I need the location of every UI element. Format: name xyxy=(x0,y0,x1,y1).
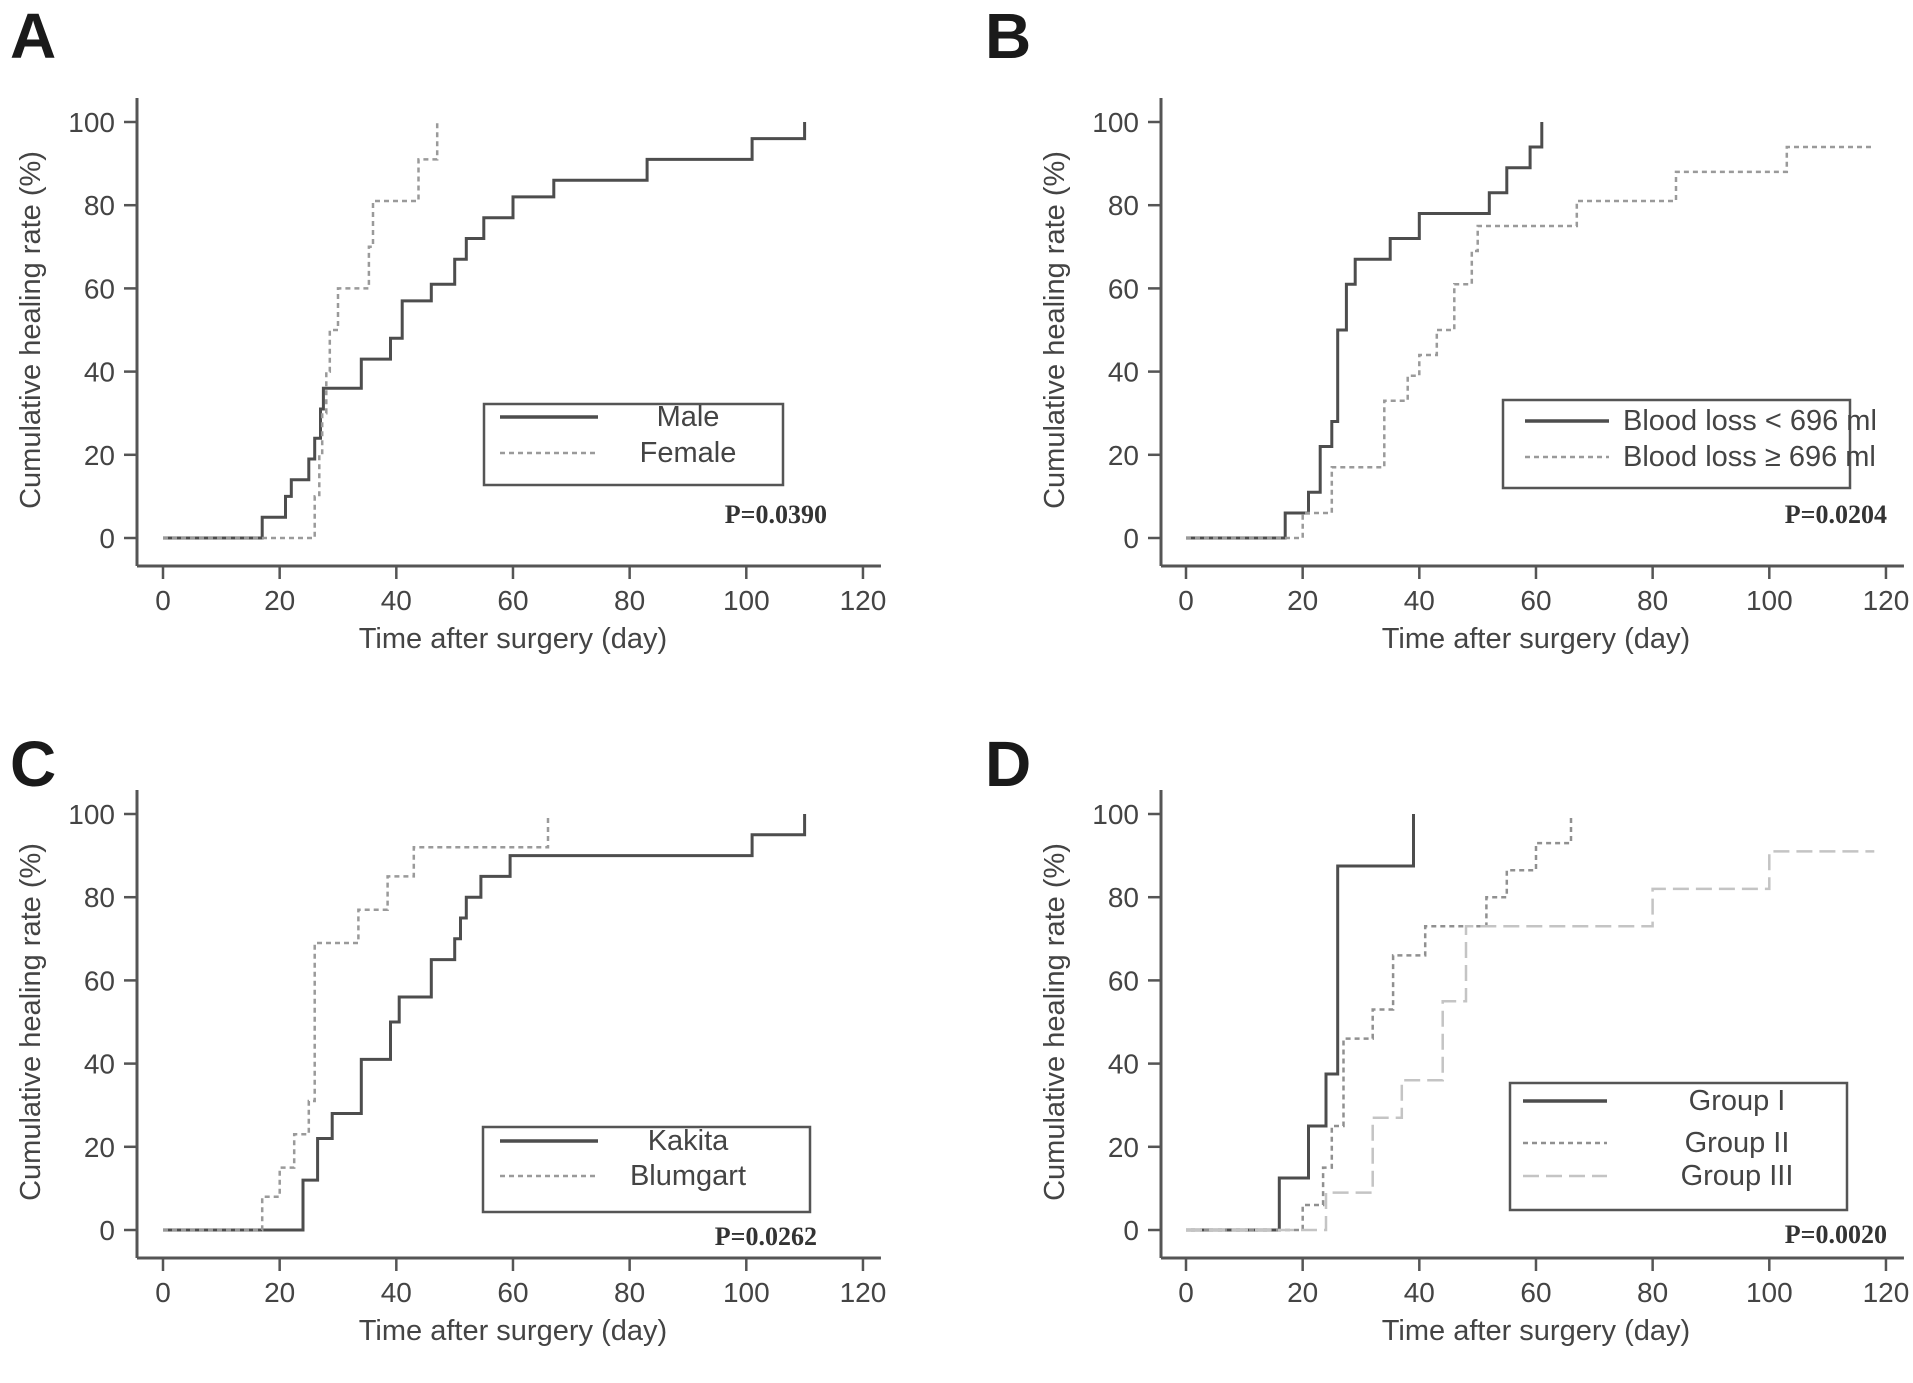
x-tick-label: 100 xyxy=(723,1277,770,1308)
legend-box xyxy=(1508,1081,1849,1212)
y-tick-label: 80 xyxy=(1108,190,1139,221)
series-kakita-curve xyxy=(163,814,807,1232)
y-tick-label: 100 xyxy=(68,107,115,138)
y-tick-label: 40 xyxy=(1108,1049,1139,1080)
x-tick-label: 20 xyxy=(264,1277,295,1308)
y-tick-label: 100 xyxy=(1092,799,1139,830)
x-tick-label: 0 xyxy=(155,1277,171,1308)
y-tick-label: 80 xyxy=(84,882,115,913)
series-group-i-curve xyxy=(1186,814,1415,1232)
x-tick-label: 120 xyxy=(840,585,887,616)
legend-label-blood-loss-696-ml: Blood loss ≥ 696 ml xyxy=(1623,441,1876,473)
y-tick-label: 60 xyxy=(84,965,115,996)
x-tick-label: 20 xyxy=(264,585,295,616)
legend-label-kakita: Kakita xyxy=(648,1125,729,1157)
panel-C-chart: 0 20 40 60 80 100 120 0 20 40 60 80 100 Time after su… xyxy=(15,790,887,1347)
y-tick-label: 20 xyxy=(84,1132,115,1163)
y-tick-label: 20 xyxy=(84,440,115,471)
x-tick-label: 60 xyxy=(1520,1277,1551,1308)
y-tick-label: 40 xyxy=(1108,357,1139,388)
legend-label-group-iii: Group III xyxy=(1681,1160,1794,1192)
y-axis-title: Cumulative healing rate (%) xyxy=(1039,151,1071,509)
x-tick-label: 60 xyxy=(497,585,528,616)
x-tick-label: 0 xyxy=(1178,585,1194,616)
y-tick-label: 20 xyxy=(1108,440,1139,471)
panel-C: C 0 20 40 60 80 100 120 0 20 40 60 80 100 Time after … xyxy=(0,692,956,1383)
y-tick-label: 40 xyxy=(84,1049,115,1080)
panel-A: A 0 20 40 60 80 100 120 0 20 40 60 80 100 Time after … xyxy=(0,0,956,691)
x-tick-label: 80 xyxy=(1637,585,1668,616)
x-tick-label: 20 xyxy=(1287,585,1318,616)
p-value: P=0.0390 xyxy=(725,500,827,529)
y-tick-label: 0 xyxy=(99,523,115,554)
panel-B: B 0 20 40 60 80 100 120 0 20 40 60 80 100 Time after … xyxy=(957,0,1913,691)
panel-D: D 0 20 40 60 80 100 120 0 20 40 60 80 100 Time after … xyxy=(957,692,1913,1383)
p-value: P=0.0262 xyxy=(715,1222,817,1251)
legend-label-blood-loss-696-ml: Blood loss < 696 ml xyxy=(1623,405,1877,437)
y-tick-label: 80 xyxy=(1108,882,1139,913)
legend-label-group-ii: Group II xyxy=(1685,1127,1790,1159)
x-tick-label: 100 xyxy=(1746,1277,1793,1308)
x-tick-label: 120 xyxy=(1863,1277,1910,1308)
legend-label-group-i: Group I xyxy=(1689,1085,1786,1117)
legend-label-male: Male xyxy=(657,401,720,433)
y-tick-label: 60 xyxy=(1108,273,1139,304)
series-female-curve xyxy=(163,122,439,540)
x-tick-label: 120 xyxy=(840,1277,887,1308)
y-tick-label: 0 xyxy=(99,1215,115,1246)
x-axis-title: Time after surgery (day) xyxy=(359,1315,667,1347)
y-axis-title: Cumulative healing rate (%) xyxy=(15,843,47,1201)
x-axis-title: Time after surgery (day) xyxy=(1382,1315,1690,1347)
p-value: P=0.0204 xyxy=(1785,500,1887,529)
x-axis-title: Time after surgery (day) xyxy=(1382,623,1690,655)
panel-D-chart: 0 20 40 60 80 100 120 0 20 40 60 80 100 Time after su… xyxy=(1039,790,1910,1347)
panel-A-label: A xyxy=(10,0,57,72)
x-tick-label: 20 xyxy=(1287,1277,1318,1308)
y-tick-label: 100 xyxy=(1092,107,1139,138)
y-tick-label: 60 xyxy=(84,273,115,304)
legend-box xyxy=(1501,398,1852,490)
y-tick-label: 100 xyxy=(68,799,115,830)
y-tick-label: 40 xyxy=(84,357,115,388)
p-value: P=0.0020 xyxy=(1785,1220,1887,1249)
x-tick-label: 120 xyxy=(1863,585,1910,616)
y-tick-label: 0 xyxy=(1123,1215,1139,1246)
y-tick-label: 20 xyxy=(1108,1132,1139,1163)
y-axis-title: Cumulative healing rate (%) xyxy=(1039,843,1071,1201)
y-tick-label: 60 xyxy=(1108,965,1139,996)
x-tick-label: 40 xyxy=(1404,1277,1435,1308)
x-tick-label: 100 xyxy=(1746,585,1793,616)
panel-B-label: B xyxy=(985,0,1032,72)
legend-label-female: Female xyxy=(640,437,737,469)
panel-D-label: D xyxy=(985,728,1032,800)
series-blood-loss-696-ml-curve xyxy=(1186,145,1875,540)
x-tick-label: 40 xyxy=(1404,585,1435,616)
series-group-ii-curve xyxy=(1186,814,1573,1232)
y-tick-label: 0 xyxy=(1123,523,1139,554)
x-tick-label: 80 xyxy=(1637,1277,1668,1308)
series-male-curve xyxy=(163,122,807,540)
y-axis-title: Cumulative healing rate (%) xyxy=(15,151,47,509)
x-tick-label: 100 xyxy=(723,585,770,616)
x-tick-label: 60 xyxy=(1520,585,1551,616)
x-tick-label: 0 xyxy=(1178,1277,1194,1308)
x-axis-title: Time after surgery (day) xyxy=(359,623,667,655)
x-tick-label: 60 xyxy=(497,1277,528,1308)
series-blumgart-curve xyxy=(163,814,550,1232)
x-tick-label: 80 xyxy=(614,585,645,616)
x-tick-label: 40 xyxy=(381,1277,412,1308)
panel-B-chart: 0 20 40 60 80 100 120 0 20 40 60 80 100 Time after su… xyxy=(1039,98,1910,655)
x-tick-label: 80 xyxy=(614,1277,645,1308)
x-tick-label: 40 xyxy=(381,585,412,616)
series-blood-loss-696-ml-curve xyxy=(1186,122,1544,540)
x-tick-label: 0 xyxy=(155,585,171,616)
panel-C-label: C xyxy=(10,728,57,800)
legend-label-blumgart: Blumgart xyxy=(630,1160,746,1192)
y-tick-label: 80 xyxy=(84,190,115,221)
panel-A-chart: 0 20 40 60 80 100 120 0 20 40 60 80 100 Time after su… xyxy=(15,98,887,655)
series-group-iii-curve xyxy=(1186,850,1875,1232)
